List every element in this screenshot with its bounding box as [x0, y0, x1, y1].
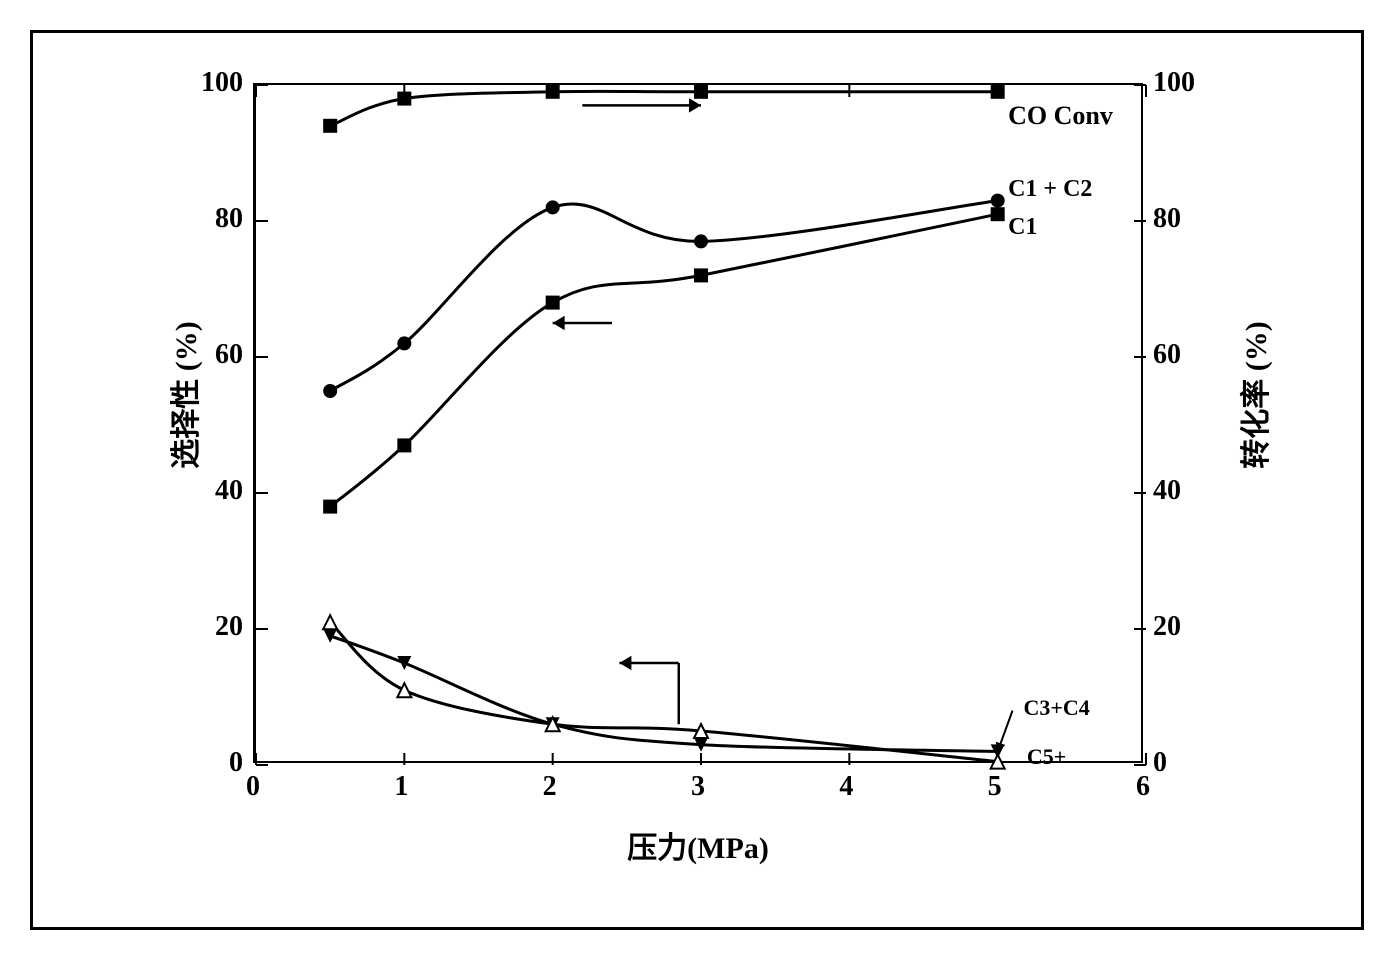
x-tick-label: 4: [839, 771, 853, 803]
y-right-tick-label: 20: [1153, 611, 1213, 643]
series-label-c3-c4: C3+C4: [1024, 695, 1090, 721]
y-right-tick-label: 80: [1153, 203, 1213, 235]
y-right-tick-label: 100: [1153, 67, 1213, 99]
chart-outer-frame: 选择性 (%) 转化率 (%) 压力(MPa) CO Conv C1 + C2 …: [30, 30, 1364, 930]
y-axis-right-title: 转化率 (%): [1231, 295, 1275, 495]
series-label-c5-plus: C5+: [1027, 744, 1066, 770]
y-left-tick-label: 20: [193, 611, 243, 643]
x-axis-title: 压力(MPa): [93, 823, 1303, 867]
series-label-c1: C1: [1008, 214, 1037, 241]
y-left-tick-label: 0: [193, 747, 243, 779]
y-left-tick-label: 60: [193, 339, 243, 371]
x-tick-label: 0: [246, 771, 260, 803]
x-tick-label: 1: [394, 771, 408, 803]
chart-container: 选择性 (%) 转化率 (%) 压力(MPa) CO Conv C1 + C2 …: [93, 73, 1303, 893]
y-left-tick-label: 40: [193, 475, 243, 507]
x-tick-label: 2: [543, 771, 557, 803]
y-left-tick-label: 100: [193, 67, 243, 99]
x-tick-label: 5: [988, 771, 1002, 803]
y-axis-left-title: 选择性 (%): [161, 295, 205, 495]
x-tick-label: 6: [1136, 771, 1150, 803]
series-label-c1-c2: C1 + C2: [1008, 176, 1092, 203]
y-right-tick-label: 0: [1153, 747, 1213, 779]
series-label-co-conv: CO Conv: [1008, 101, 1113, 131]
y-left-tick-label: 80: [193, 203, 243, 235]
x-tick-label: 3: [691, 771, 705, 803]
y-right-tick-label: 60: [1153, 339, 1213, 371]
y-right-tick-label: 40: [1153, 475, 1213, 507]
